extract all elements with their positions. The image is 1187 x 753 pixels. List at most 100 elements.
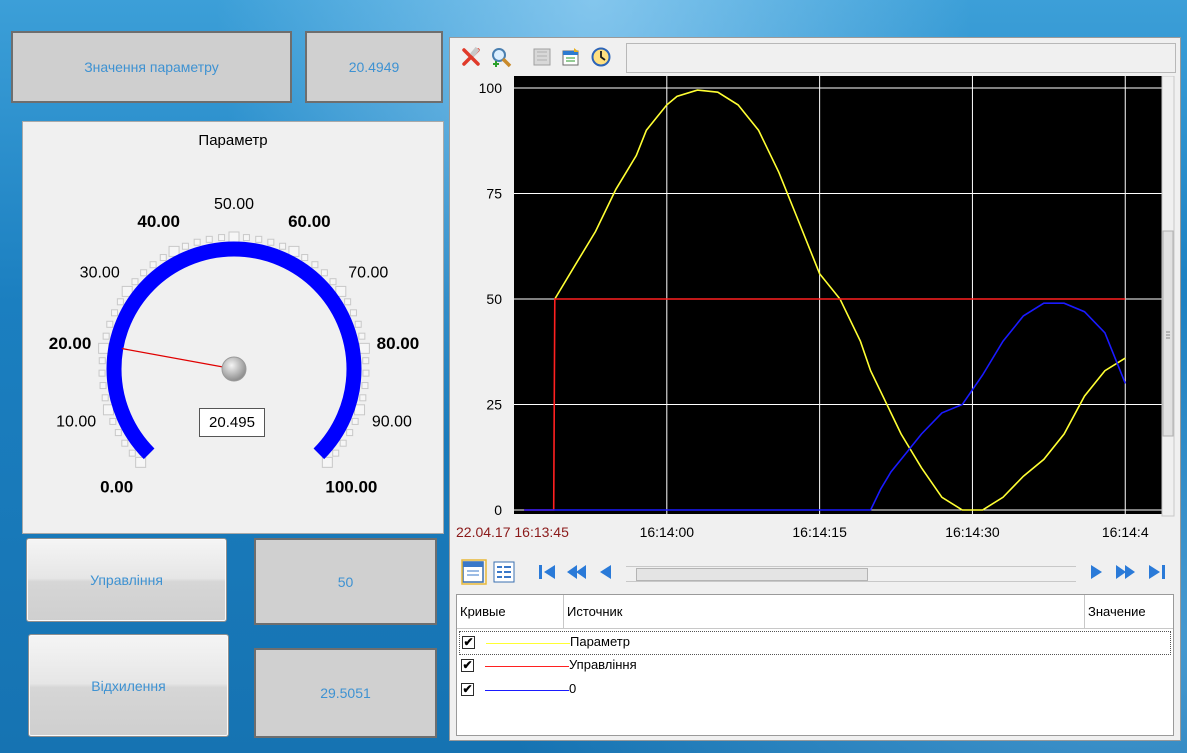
gauge-tick	[98, 357, 106, 365]
clock-icon[interactable]	[588, 44, 614, 70]
gauge-tick	[135, 456, 147, 468]
gauge-tick-label: 100.00	[325, 477, 377, 496]
plot-area	[514, 76, 1166, 514]
gauge-tick	[101, 394, 109, 402]
gauge-tick	[168, 245, 180, 257]
back-icon[interactable]	[594, 558, 618, 586]
row-line-sample	[485, 666, 569, 667]
gauge-tick	[288, 245, 300, 257]
gauge-tick	[279, 242, 287, 250]
gauge-tick	[109, 417, 117, 425]
header-source[interactable]: Источник	[564, 595, 1085, 628]
curves-table: Кривые Источник Значение ✔ Параметр ✔ Уп…	[456, 594, 1174, 736]
gauge-tick	[339, 439, 347, 447]
gauge-tick	[332, 449, 340, 457]
trend-chart: 100 75 50 25 0 22.04.17 16:13:45 16:14:00 16:1…	[456, 76, 1175, 540]
param-value: 20.4949	[348, 59, 400, 75]
gauge-tick	[354, 404, 366, 416]
trend-vscroll-thumb	[1162, 230, 1174, 437]
gauge-tick	[335, 285, 347, 297]
gauge-tick	[98, 369, 106, 377]
deviation-button[interactable]: Відхилення	[28, 634, 229, 737]
gauge-tick	[181, 242, 189, 250]
header-curves[interactable]: Кривые	[457, 595, 564, 628]
nav-bar	[456, 558, 1174, 590]
row-source: 0	[569, 681, 577, 696]
gauge-tick	[102, 332, 110, 340]
table-row[interactable]: ✔ Параметр	[459, 631, 1171, 655]
gauge-tick	[321, 456, 333, 468]
gauge-tick	[346, 429, 354, 437]
gauge-tick	[311, 261, 319, 269]
print-icon[interactable]	[529, 44, 555, 70]
row-source: Управління	[569, 657, 637, 672]
row-checkbox[interactable]: ✔	[462, 635, 475, 649]
gauge-tick	[301, 254, 309, 262]
gauge-tick	[116, 298, 124, 306]
gauge-tick	[267, 238, 275, 246]
gauge-tick	[349, 309, 357, 317]
toolbar-field	[626, 43, 1176, 73]
gauge-tick	[111, 309, 119, 317]
fast-back-icon[interactable]	[564, 558, 588, 586]
gauge-tick	[362, 369, 370, 377]
add-curve-icon[interactable]	[460, 558, 488, 586]
table-row[interactable]: ✔ Управління	[459, 655, 1171, 679]
nav-scroll-thumb[interactable]	[636, 568, 868, 581]
table-header: Кривые Источник Значение	[457, 595, 1173, 629]
row-source: Параметр	[570, 634, 630, 649]
gauge-tick	[354, 320, 362, 328]
x-tick-label: 16:14:15	[792, 524, 847, 540]
nav-scrollbar[interactable]	[626, 566, 1076, 582]
gauge-tick	[320, 269, 328, 277]
gauge-tick	[358, 342, 370, 354]
gauge-tick-label: 20.00	[49, 334, 92, 353]
trend-toolbar	[454, 42, 1176, 76]
gauge-tick	[228, 231, 240, 243]
zoom-icon[interactable]	[488, 44, 514, 70]
y-tick-label: 25	[486, 397, 502, 413]
first-icon[interactable]	[536, 558, 560, 586]
forward-icon[interactable]	[1084, 558, 1108, 586]
gauge-tick	[193, 238, 201, 246]
param-value-box: 20.4949	[305, 31, 443, 103]
gauge-tick-label: 80.00	[377, 334, 420, 353]
gauge-tick	[205, 235, 213, 243]
gauge-readout: 20.495	[199, 408, 265, 437]
gauge-tick-label: 30.00	[80, 264, 120, 281]
gauge-tick	[242, 234, 250, 242]
last-icon[interactable]	[1144, 558, 1168, 586]
curve-list-icon[interactable]	[490, 558, 518, 586]
series-line	[524, 302, 1127, 511]
gauge-readout-value: 20.495	[209, 414, 255, 431]
deviation-button-label: Відхилення	[91, 677, 166, 694]
gauge-tick	[218, 234, 226, 242]
gauge-tick	[121, 439, 129, 447]
fast-forward-icon[interactable]	[1114, 558, 1138, 586]
gauge-tick	[159, 254, 167, 262]
deviation-value: 29.5051	[320, 685, 371, 701]
x-tick-label: 16:14:00	[640, 524, 695, 540]
gauge-tick	[131, 278, 139, 286]
table-row[interactable]: ✔ 0	[459, 679, 1171, 703]
gauge-tick	[106, 320, 114, 328]
y-tick-label: 0	[494, 502, 502, 518]
trend-panel: 100 75 50 25 0 22.04.17 16:13:45 16:14:00 16:1…	[449, 37, 1181, 741]
x-tick-label: 16:14:4	[1102, 524, 1149, 540]
gauge-tick-label: 70.00	[348, 264, 388, 281]
export-icon[interactable]	[558, 44, 584, 70]
clear-icon[interactable]	[458, 44, 484, 70]
y-tick-label: 75	[486, 186, 502, 202]
row-checkbox[interactable]: ✔	[461, 658, 474, 672]
header-value[interactable]: Значение	[1088, 604, 1146, 619]
gauge-svg: 0.00 10.00 20.00 30.00 40.00 50.00 60.00 70.00 8…	[49, 196, 420, 496]
gauge-tick-label: 10.00	[56, 413, 96, 430]
gauge-tick	[128, 449, 136, 457]
gauge-tick	[359, 394, 367, 402]
gauge-tick	[114, 429, 122, 437]
control-button[interactable]: Управління	[26, 538, 227, 622]
row-checkbox[interactable]: ✔	[461, 682, 474, 696]
deviation-value-box: 29.5051	[254, 648, 437, 738]
gauge-tick	[362, 357, 370, 365]
gauge-tick	[255, 235, 263, 243]
